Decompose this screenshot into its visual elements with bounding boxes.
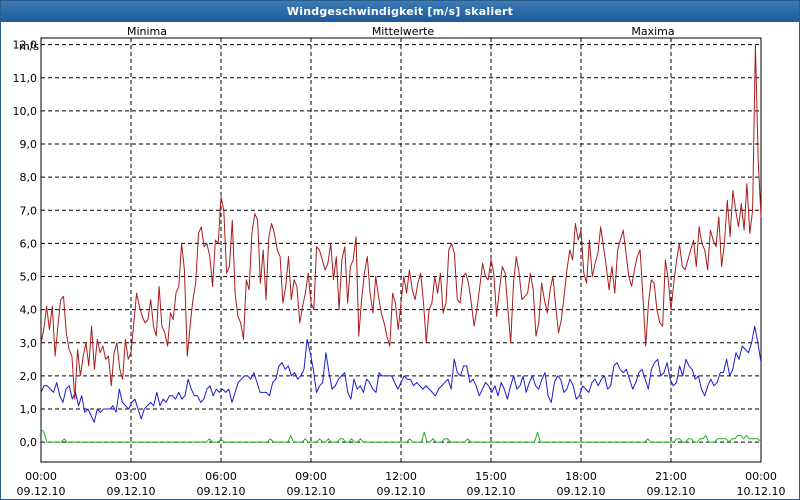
series-maxima [40,44,762,400]
x-tick-time: 15:00 [475,470,507,483]
y-tick-label: 10,0 [13,105,38,118]
y-tick-label: 1,0 [20,403,38,416]
series-minima [40,428,762,443]
x-tick-date: 09.12.10 [377,485,426,498]
x-tick-date: 09.12.10 [647,485,696,498]
x-tick-date: 09.12.10 [557,485,606,498]
x-tick-time: 06:00 [205,470,237,483]
y-tick-label: 11,0 [13,72,38,85]
plot-area [40,37,762,463]
y-tick-label: 0,0 [20,436,38,449]
y-tick-label: 5,0 [20,271,38,284]
window-title: Windgeschwindigkeit [m/s] skaliert [1,1,799,22]
x-tick-time: 03:00 [115,470,147,483]
y-tick-label: 2,0 [20,370,38,383]
x-tick-date: 09.12.10 [287,485,336,498]
x-tick-time: 00:00 [745,470,777,483]
x-tick-time: 09:00 [295,470,327,483]
y-tick-label: 12,0 [13,39,38,52]
y-tick-label: 3,0 [20,337,38,350]
y-tick-label: 8,0 [20,171,38,184]
x-tick-date: 09.12.10 [197,485,246,498]
x-tick-time: 12:00 [385,470,417,483]
y-axis-label: m/s [19,40,39,53]
x-tick-time: 00:00 [25,470,57,483]
legend-maxima: Maxima [631,25,674,38]
legend-mittelwerte: Mittelwerte [372,25,435,38]
legend-minima: Minima [127,25,167,38]
x-tick-date: 09.12.10 [17,485,66,498]
x-tick-date: 09.12.10 [107,485,156,498]
y-tick-label: 7,0 [20,204,38,217]
x-tick-date: 10.12.10 [737,485,786,498]
y-tick-label: 4,0 [20,304,38,317]
x-tick-time: 18:00 [565,470,597,483]
y-tick-label: 9,0 [20,138,38,151]
x-tick-date: 09.12.10 [467,485,516,498]
series-mittelwerte [40,325,762,423]
x-tick-time: 21:00 [655,470,687,483]
y-tick-label: 6,0 [20,237,38,250]
